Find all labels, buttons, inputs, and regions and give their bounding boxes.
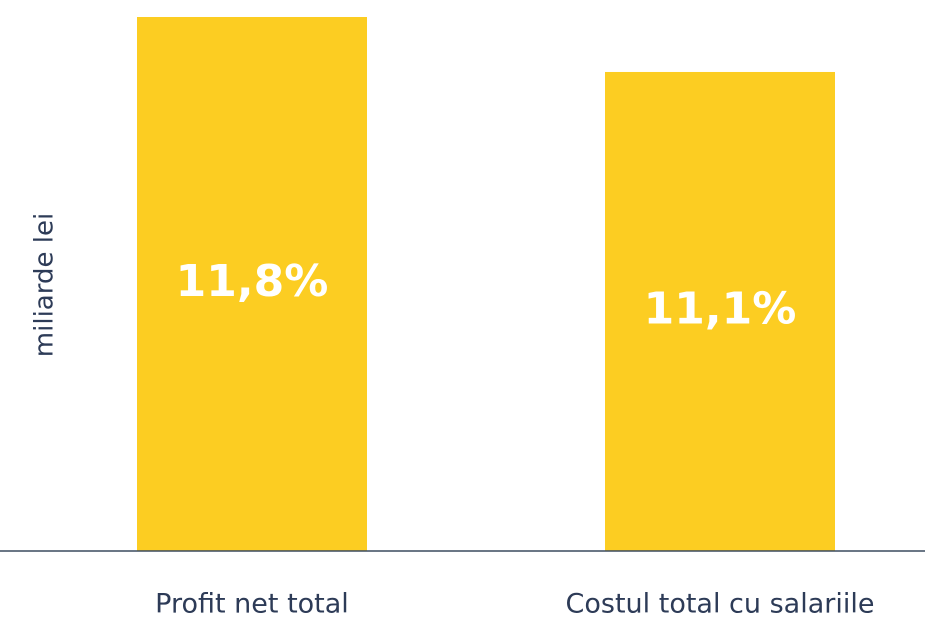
y-axis-label: miliarde lei — [30, 213, 60, 357]
bar — [137, 17, 367, 551]
value-label: 11,1% — [644, 283, 797, 334]
x-tick-label: Profit net total — [155, 589, 349, 617]
bar — [605, 71, 835, 552]
x-tick-label: Costul total cu salariile — [566, 589, 875, 617]
value-label: 11,8% — [176, 256, 329, 307]
